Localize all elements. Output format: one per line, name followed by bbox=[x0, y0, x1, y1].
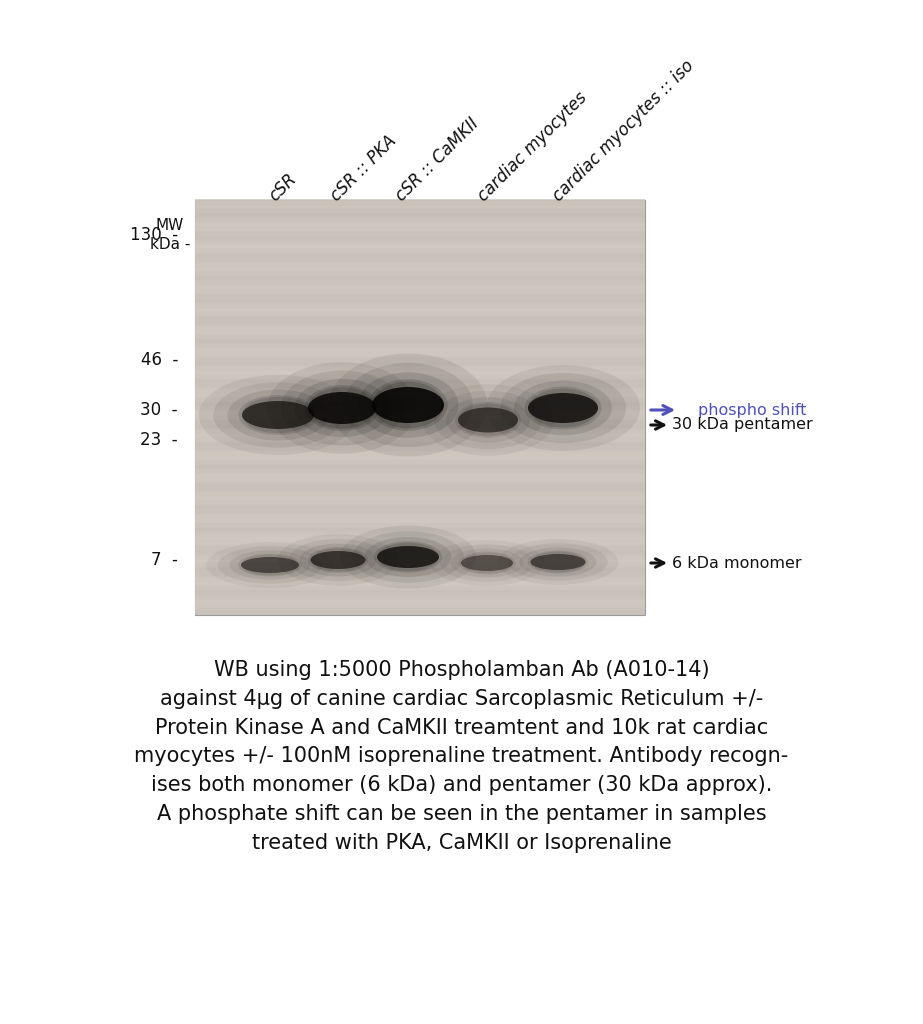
Text: cardiac myocytes :: iso: cardiac myocytes :: iso bbox=[549, 56, 698, 205]
Ellipse shape bbox=[308, 392, 376, 424]
Ellipse shape bbox=[307, 547, 368, 572]
Ellipse shape bbox=[218, 546, 322, 584]
Text: 130  -: 130 - bbox=[130, 226, 178, 244]
Ellipse shape bbox=[310, 548, 366, 571]
Text: cSR :: CaMKII: cSR :: CaMKII bbox=[392, 115, 483, 205]
Ellipse shape bbox=[368, 379, 448, 431]
Ellipse shape bbox=[213, 382, 342, 447]
Ellipse shape bbox=[281, 371, 403, 445]
Ellipse shape bbox=[289, 539, 388, 581]
Text: phospho shift: phospho shift bbox=[698, 402, 807, 418]
Ellipse shape bbox=[528, 388, 598, 427]
Ellipse shape bbox=[340, 525, 476, 589]
Ellipse shape bbox=[310, 551, 366, 569]
Ellipse shape bbox=[365, 537, 451, 577]
Ellipse shape bbox=[434, 391, 542, 450]
Ellipse shape bbox=[531, 554, 585, 570]
Ellipse shape bbox=[230, 551, 311, 580]
Ellipse shape bbox=[377, 543, 439, 571]
Ellipse shape bbox=[343, 362, 473, 447]
Text: cSR :: PKA: cSR :: PKA bbox=[328, 132, 401, 205]
Ellipse shape bbox=[238, 395, 318, 435]
Ellipse shape bbox=[228, 389, 329, 440]
Ellipse shape bbox=[372, 382, 444, 428]
Ellipse shape bbox=[377, 546, 439, 568]
Text: cSR: cSR bbox=[265, 170, 300, 205]
Ellipse shape bbox=[241, 555, 299, 575]
Ellipse shape bbox=[238, 554, 302, 577]
Text: 30  -: 30 - bbox=[140, 401, 178, 419]
Ellipse shape bbox=[509, 544, 607, 581]
Text: 30 kDa pentamer: 30 kDa pentamer bbox=[672, 418, 813, 432]
Ellipse shape bbox=[528, 551, 588, 573]
Ellipse shape bbox=[299, 544, 377, 577]
Ellipse shape bbox=[198, 375, 357, 455]
Ellipse shape bbox=[294, 379, 390, 437]
Ellipse shape bbox=[531, 552, 585, 572]
Ellipse shape bbox=[486, 366, 640, 451]
Ellipse shape bbox=[461, 553, 513, 573]
Ellipse shape bbox=[461, 555, 513, 571]
Ellipse shape bbox=[357, 373, 459, 438]
Ellipse shape bbox=[308, 387, 376, 429]
Ellipse shape bbox=[278, 535, 399, 586]
Ellipse shape bbox=[524, 386, 602, 429]
Text: WB using 1:5000 Phospholamban Ab (A010-14)
against 4μg of canine cardiac Sarcopl: WB using 1:5000 Phospholamban Ab (A010-1… bbox=[135, 660, 788, 853]
Ellipse shape bbox=[374, 542, 442, 572]
Ellipse shape bbox=[458, 403, 518, 436]
Ellipse shape bbox=[458, 408, 518, 432]
Ellipse shape bbox=[446, 397, 530, 442]
Ellipse shape bbox=[267, 362, 417, 454]
Ellipse shape bbox=[329, 353, 487, 457]
Text: 6 kDa monomer: 6 kDa monomer bbox=[672, 555, 801, 570]
Text: 46  -: 46 - bbox=[140, 351, 178, 369]
Bar bbox=[195, 200, 645, 615]
Ellipse shape bbox=[455, 402, 521, 438]
Ellipse shape bbox=[500, 373, 626, 443]
Ellipse shape bbox=[242, 401, 314, 429]
Ellipse shape bbox=[528, 393, 598, 423]
Text: 23  -: 23 - bbox=[140, 431, 178, 449]
Ellipse shape bbox=[440, 545, 533, 582]
Ellipse shape bbox=[305, 385, 379, 431]
Text: 7  -: 7 - bbox=[151, 551, 178, 569]
Ellipse shape bbox=[514, 381, 612, 435]
Ellipse shape bbox=[353, 531, 463, 583]
Ellipse shape bbox=[422, 384, 554, 456]
Ellipse shape bbox=[241, 557, 299, 573]
Ellipse shape bbox=[450, 549, 523, 578]
Ellipse shape bbox=[459, 552, 516, 574]
Ellipse shape bbox=[372, 387, 444, 423]
Ellipse shape bbox=[520, 548, 596, 577]
Text: cardiac myocytes: cardiac myocytes bbox=[474, 89, 591, 205]
Text: MW
kDa -: MW kDa - bbox=[150, 218, 190, 252]
Ellipse shape bbox=[242, 396, 314, 433]
